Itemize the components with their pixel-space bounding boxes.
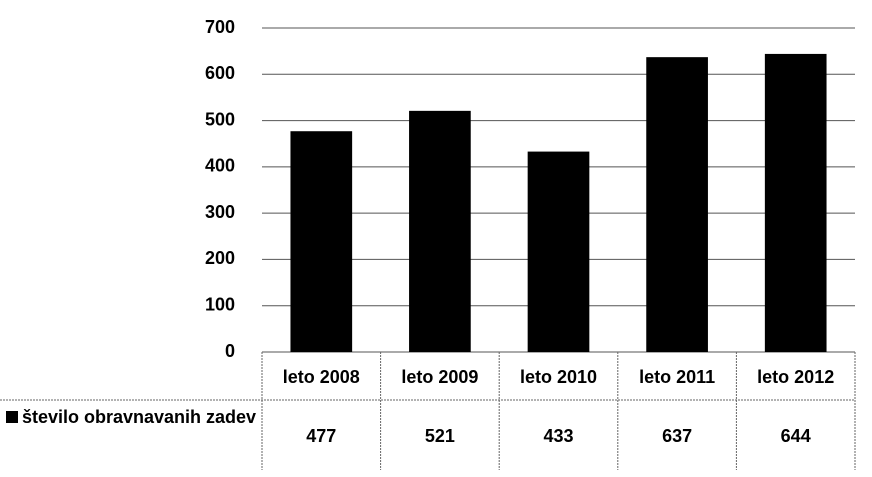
x-tick-label: leto 2008 <box>283 367 360 387</box>
table-value: 637 <box>662 426 692 446</box>
x-tick-label: leto 2009 <box>401 367 478 387</box>
legend-label: število obravnavanih zadev <box>21 407 257 427</box>
table-value: 521 <box>425 426 455 446</box>
bar <box>290 131 353 352</box>
y-tick-label: 700 <box>205 17 235 37</box>
y-tick-label: 0 <box>225 341 235 361</box>
bar <box>409 110 471 352</box>
y-tick-label: 400 <box>205 156 235 176</box>
table-value: 644 <box>781 426 811 446</box>
y-tick-label: 600 <box>205 63 235 83</box>
y-tick-label: 500 <box>205 109 235 129</box>
x-tick-label: leto 2012 <box>757 367 834 387</box>
table-value: 433 <box>543 426 573 446</box>
y-tick-label: 300 <box>205 202 235 222</box>
bar <box>527 151 590 352</box>
x-tick-label: leto 2011 <box>639 367 715 387</box>
y-tick-label: 100 <box>205 294 235 314</box>
x-tick-label: leto 2010 <box>520 367 597 387</box>
legend: število obravnavanih zadev <box>0 404 262 430</box>
legend-swatch <box>5 411 18 423</box>
bar <box>764 53 827 353</box>
y-tick-label: 200 <box>205 248 235 268</box>
bar <box>646 57 708 352</box>
table-value: 477 <box>306 426 336 446</box>
